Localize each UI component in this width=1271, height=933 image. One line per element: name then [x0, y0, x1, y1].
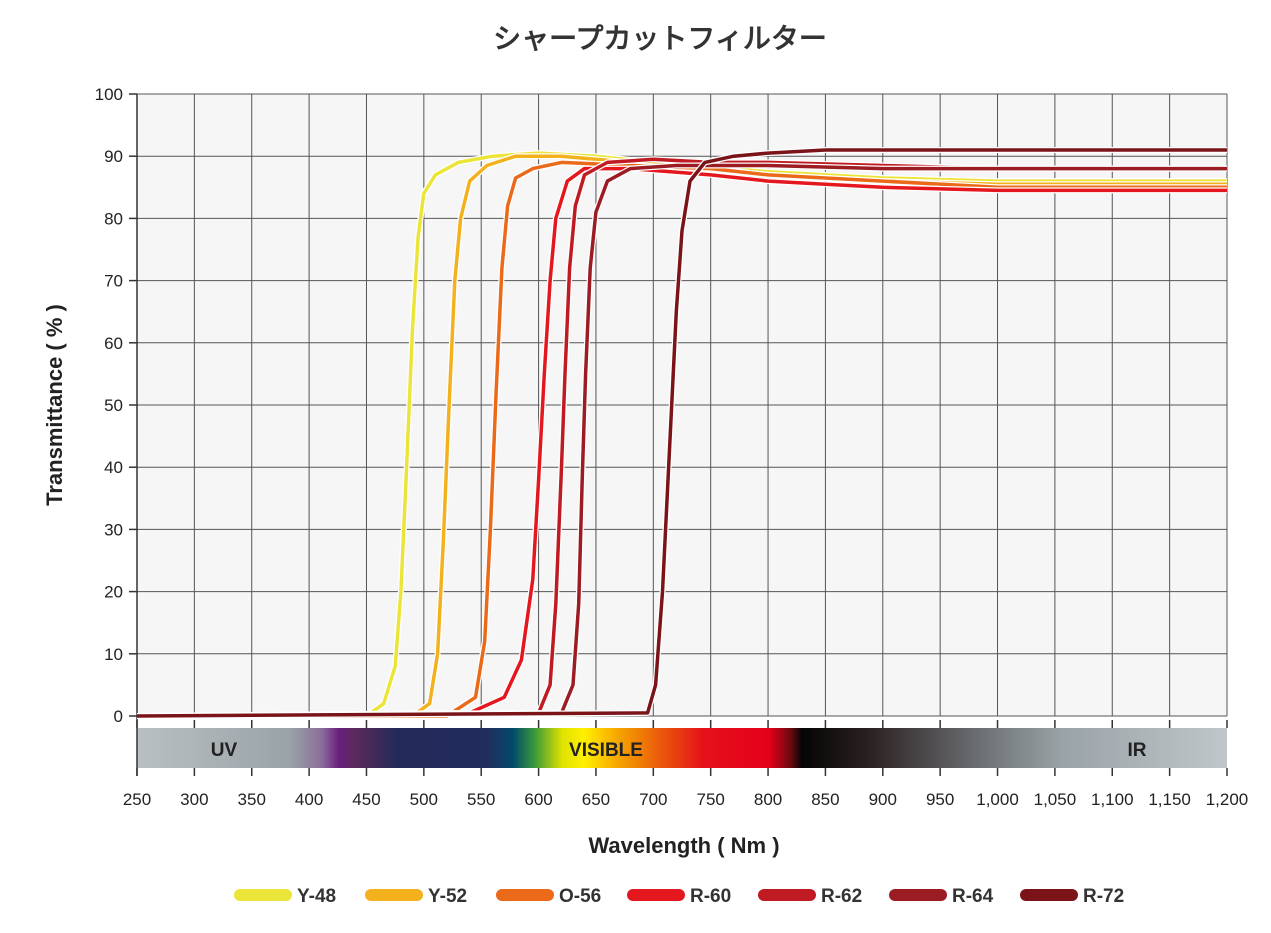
axis-ticks: 250 300 350 400 450 500 550 600 650 700 750 800 850 9…: [95, 85, 1249, 809]
band-label-uv: UV: [211, 740, 238, 761]
series-lines: [136, 147, 1227, 719]
y-tick-label: 40: [104, 458, 123, 477]
legend-label: O-56: [559, 886, 601, 907]
y-tick-label: 60: [104, 334, 123, 353]
series-line-R-62: [136, 157, 1227, 718]
x-tick-label: 650: [582, 790, 610, 809]
x-tick-label: 500: [410, 790, 438, 809]
y-tick-label: 0: [114, 707, 123, 726]
legend-label: R-60: [690, 886, 731, 907]
chart-title: シャープカットフィルター: [493, 23, 827, 54]
series-line-Y-48: [137, 151, 1227, 718]
x-tick-label: 700: [639, 790, 667, 809]
x-tick-label: 1,200: [1206, 790, 1249, 809]
y-tick-label: 90: [104, 147, 123, 166]
x-tick-label: 600: [524, 790, 552, 809]
x-tick-label: 1,050: [1034, 790, 1077, 809]
x-tick-label: 1,100: [1091, 790, 1134, 809]
y-tick-label: 20: [104, 583, 123, 602]
y-tick-label: 100: [95, 85, 123, 104]
x-tick-label: 800: [754, 790, 782, 809]
x-tick-label: 250: [123, 790, 151, 809]
x-tick-label: 1,150: [1148, 790, 1191, 809]
legend: Y-48 Y-52 O-56 R-60 R-62 R-64 R-72: [234, 886, 1124, 907]
x-tick-label: 850: [811, 790, 839, 809]
x-tick-label: 950: [926, 790, 954, 809]
legend-label: R-72: [1083, 886, 1124, 907]
y-tick-label: 50: [104, 396, 123, 415]
series-line-R-72: [136, 148, 1227, 718]
series-line-R-60: [136, 166, 1227, 718]
x-tick-label: 550: [467, 790, 495, 809]
x-tick-label: 350: [238, 790, 266, 809]
series-line-O-56: [137, 160, 1227, 718]
series-line-R-64: [136, 163, 1227, 718]
spectrum-band: [137, 728, 1227, 768]
band-label-visible: VISIBLE: [569, 740, 643, 761]
x-tick-label: 300: [180, 790, 208, 809]
band-label-ir: IR: [1128, 740, 1147, 761]
legend-label: R-64: [952, 886, 994, 907]
x-tick-label: 750: [696, 790, 724, 809]
x-tick-label: 1,000: [976, 790, 1019, 809]
x-tick-label: 450: [352, 790, 380, 809]
y-tick-label: 10: [104, 645, 123, 664]
grid: [136, 93, 1228, 717]
y-tick-label: 30: [104, 520, 123, 539]
y-tick-label: 80: [104, 209, 123, 228]
x-tick-label: 900: [869, 790, 897, 809]
y-axis-label: Transmittance ( % ): [42, 304, 67, 506]
legend-label: Y-48: [297, 886, 336, 907]
x-axis-label: Wavelength ( Nm ): [588, 833, 779, 858]
legend-label: R-62: [821, 886, 862, 907]
legend-label: Y-52: [428, 886, 467, 907]
y-tick-label: 70: [104, 272, 123, 291]
x-tick-label: 400: [295, 790, 323, 809]
